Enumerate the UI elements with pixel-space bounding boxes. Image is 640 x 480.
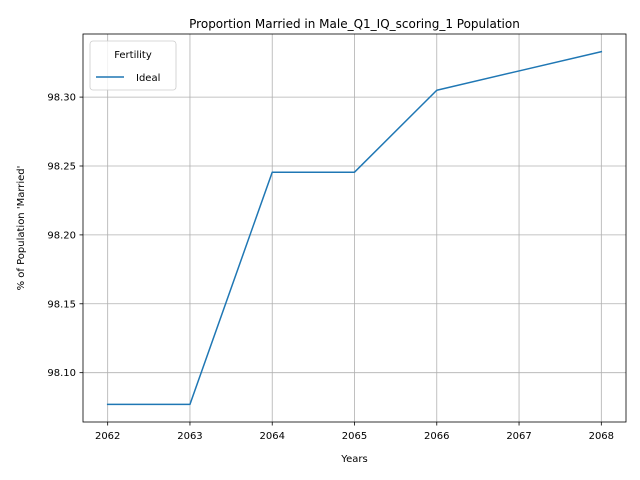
series-layer [106, 50, 603, 406]
x-axis: 2062 2063 2064 2065 2066 2067 2068 [95, 422, 614, 442]
y-tick-label: 98.25 [47, 161, 76, 172]
y-tick-label: 98.15 [47, 299, 76, 310]
x-tick-label: 2068 [589, 431, 614, 442]
x-tick-label: 2066 [424, 431, 449, 442]
x-tick-label: 2065 [342, 431, 367, 442]
legend: Fertility Ideal [89, 40, 177, 91]
legend-label-ideal: Ideal [136, 73, 160, 84]
legend-box [89, 40, 177, 91]
y-tick-label: 98.30 [47, 93, 76, 104]
y-axis: 98.10 98.15 98.20 98.25 98.30 [47, 93, 83, 379]
grid [83, 34, 626, 422]
series-line-ideal [106, 50, 603, 406]
y-axis-title: % of Population 'Married' [16, 166, 27, 291]
x-tick-label: 2062 [95, 431, 120, 442]
y-tick-label: 98.20 [47, 230, 76, 241]
legend-title: Fertility [114, 50, 152, 61]
x-tick-label: 2067 [506, 431, 531, 442]
x-tick-label: 2064 [260, 431, 285, 442]
x-axis-title: Years [340, 454, 367, 465]
chart-title: Proportion Married in Male_Q1_IQ_scoring… [189, 17, 520, 31]
x-tick-label: 2063 [177, 431, 202, 442]
y-tick-label: 98.10 [47, 368, 76, 379]
